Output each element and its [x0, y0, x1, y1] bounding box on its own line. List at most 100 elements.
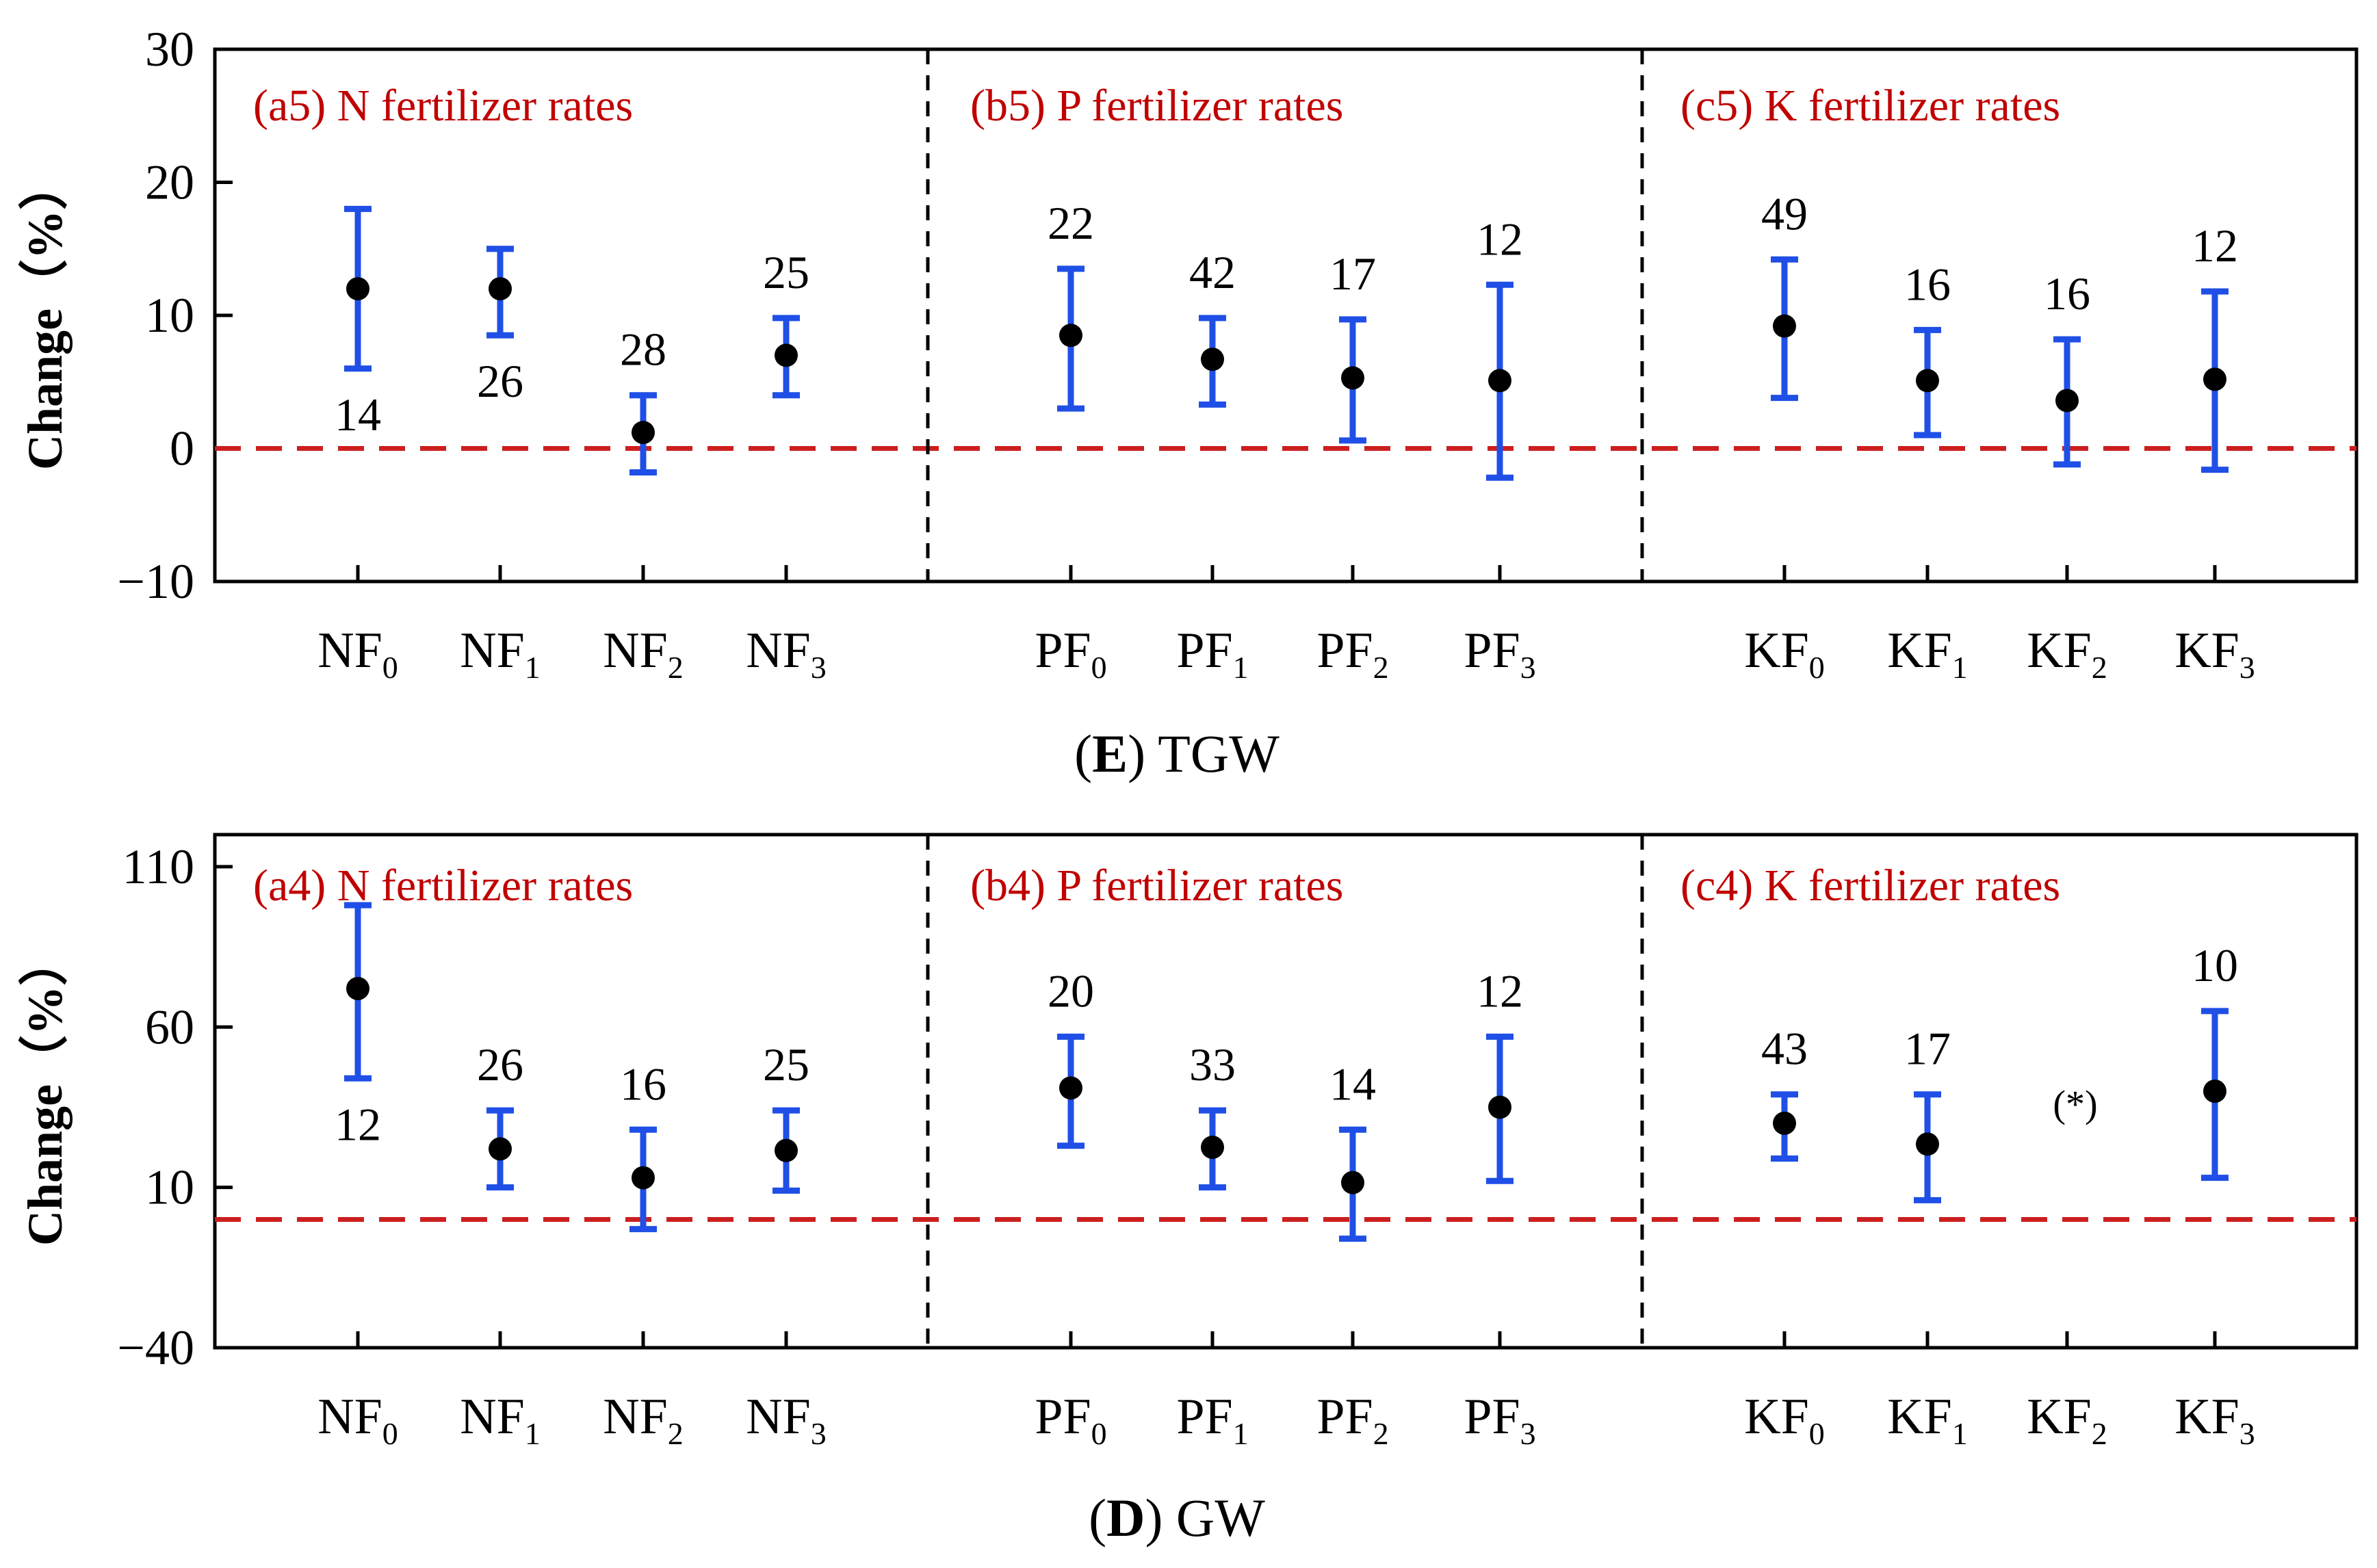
- category-label-subscript: 3: [1520, 1416, 1536, 1451]
- y-tick-label: 30: [145, 22, 194, 77]
- category-label-base: NF: [746, 623, 811, 679]
- mean-point: [1341, 366, 1364, 390]
- mean-point: [1773, 1111, 1796, 1135]
- category-label-base: PF: [1464, 623, 1520, 679]
- sample-size-label: 17: [1329, 248, 1376, 300]
- category-label: KF0: [1744, 623, 1825, 685]
- category-label-base: PF: [1464, 1389, 1520, 1445]
- category-label: PF2: [1316, 623, 1388, 685]
- category-label: PF1: [1176, 623, 1248, 685]
- y-tick-label: 60: [145, 999, 194, 1054]
- y-tick-label: 0: [170, 421, 194, 476]
- category-label-subscript: 0: [1809, 650, 1825, 685]
- mean-point: [632, 421, 655, 445]
- mean-point: [1773, 314, 1796, 338]
- sample-size-label: 12: [1477, 965, 1523, 1017]
- sample-size-label: 33: [1189, 1038, 1236, 1090]
- category-label-subscript: 2: [2092, 1416, 2107, 1451]
- category-label: KF2: [2027, 623, 2107, 685]
- category-label-subscript: 3: [811, 1416, 827, 1451]
- missing-data-note: (*): [2053, 1084, 2097, 1126]
- mean-point: [489, 1137, 512, 1161]
- group-label: (b5) P fertilizer rates: [970, 81, 1343, 131]
- y-tick-label: −40: [117, 1320, 194, 1375]
- panel-caption: (E) TGW: [1074, 724, 1280, 783]
- sample-size-label: 25: [763, 246, 809, 298]
- sample-size-label: 49: [1761, 187, 1808, 239]
- y-tick-label: 10: [145, 1160, 194, 1215]
- category-label: NF1: [460, 623, 541, 685]
- category-label: NF3: [746, 623, 827, 685]
- mean-point: [775, 1138, 798, 1162]
- sample-size-label: 26: [477, 355, 523, 407]
- category-label-subscript: 2: [1373, 650, 1389, 685]
- mean-point: [1059, 324, 1082, 348]
- category-label-subscript: 0: [1091, 650, 1107, 685]
- sample-size-label: 17: [1904, 1023, 1951, 1075]
- category-label-subscript: 0: [1809, 1416, 1825, 1451]
- category-label: KF3: [2174, 623, 2255, 685]
- category-label-subscript: 0: [382, 650, 398, 685]
- sample-size-label: 28: [620, 324, 666, 376]
- category-label-base: KF: [2027, 623, 2092, 679]
- category-label-base: KF: [1744, 1389, 1809, 1445]
- category-label-base: KF: [1744, 623, 1809, 679]
- mean-point: [2055, 389, 2079, 413]
- category-label: NF1: [460, 1389, 541, 1451]
- mean-point: [346, 977, 369, 1000]
- category-label-base: NF: [746, 1389, 811, 1445]
- caption-paren-open: (: [1089, 1488, 1106, 1547]
- mean-point: [2203, 367, 2226, 391]
- mean-point: [1341, 1171, 1364, 1194]
- category-label-subscript: 3: [2239, 1416, 2255, 1451]
- category-label: PF0: [1035, 623, 1106, 685]
- category-label: PF3: [1464, 623, 1535, 685]
- sample-size-label: 14: [335, 389, 381, 441]
- caption-letter: D: [1106, 1488, 1145, 1547]
- sample-size-label: 16: [2044, 267, 2090, 319]
- panel-caption: (D) GW: [1089, 1488, 1265, 1547]
- sample-size-label: 12: [2192, 220, 2238, 272]
- mean-point: [775, 343, 798, 367]
- category-label: KF2: [2027, 1389, 2107, 1451]
- category-label-subscript: 3: [2239, 650, 2255, 685]
- caption-text: TGW: [1158, 724, 1280, 783]
- mean-point: [1488, 1095, 1511, 1119]
- category-label-subscript: 1: [525, 1416, 541, 1451]
- y-axis-label: Change（%）: [18, 937, 73, 1246]
- mean-point: [632, 1166, 655, 1190]
- category-label-base: PF: [1035, 623, 1091, 679]
- category-label-base: KF: [1887, 623, 1952, 679]
- y-tick-label: −10: [117, 554, 194, 609]
- mean-point: [2203, 1080, 2226, 1103]
- category-label-subscript: 1: [1952, 1416, 1968, 1451]
- y-axis-label: Change（%）: [18, 161, 73, 470]
- category-label-subscript: 2: [2092, 650, 2107, 685]
- group-label: (a4) N fertilizer rates: [253, 861, 633, 911]
- mean-point: [1488, 369, 1511, 393]
- mean-point: [1916, 369, 1939, 393]
- y-tick-label: 10: [145, 288, 194, 343]
- category-label-base: PF: [1176, 1389, 1232, 1445]
- category-label-subscript: 2: [668, 650, 684, 685]
- category-label-subscript: 0: [382, 1416, 398, 1451]
- category-label: PF2: [1316, 1389, 1388, 1451]
- caption-paren-open: (: [1074, 724, 1092, 783]
- category-label-base: NF: [460, 1389, 525, 1445]
- category-label-subscript: 3: [811, 650, 827, 685]
- caption-paren-close: ): [1128, 724, 1158, 783]
- category-label-base: PF: [1316, 1389, 1373, 1445]
- sample-size-label: 16: [620, 1058, 666, 1110]
- category-label: PF1: [1176, 1389, 1248, 1451]
- category-label-base: NF: [603, 623, 668, 679]
- category-label-base: NF: [317, 1389, 382, 1445]
- sample-size-label: 26: [477, 1038, 523, 1090]
- category-label: NF0: [317, 1389, 398, 1451]
- category-label: NF2: [603, 1389, 684, 1451]
- category-label-subscript: 1: [525, 650, 541, 685]
- category-label-subscript: 1: [1233, 1416, 1249, 1451]
